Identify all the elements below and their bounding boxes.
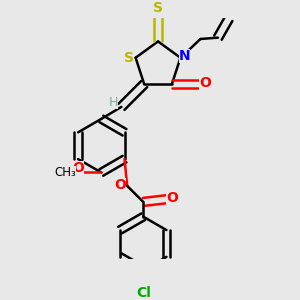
Text: O: O	[200, 76, 211, 90]
Text: O: O	[115, 178, 126, 191]
Text: S: S	[153, 1, 163, 15]
Text: O: O	[166, 191, 178, 205]
Text: H: H	[109, 96, 118, 109]
Text: S: S	[124, 51, 134, 65]
Text: N: N	[179, 50, 190, 63]
Text: O: O	[73, 161, 85, 176]
Text: CH₃: CH₃	[54, 166, 76, 179]
Text: Cl: Cl	[136, 286, 151, 300]
